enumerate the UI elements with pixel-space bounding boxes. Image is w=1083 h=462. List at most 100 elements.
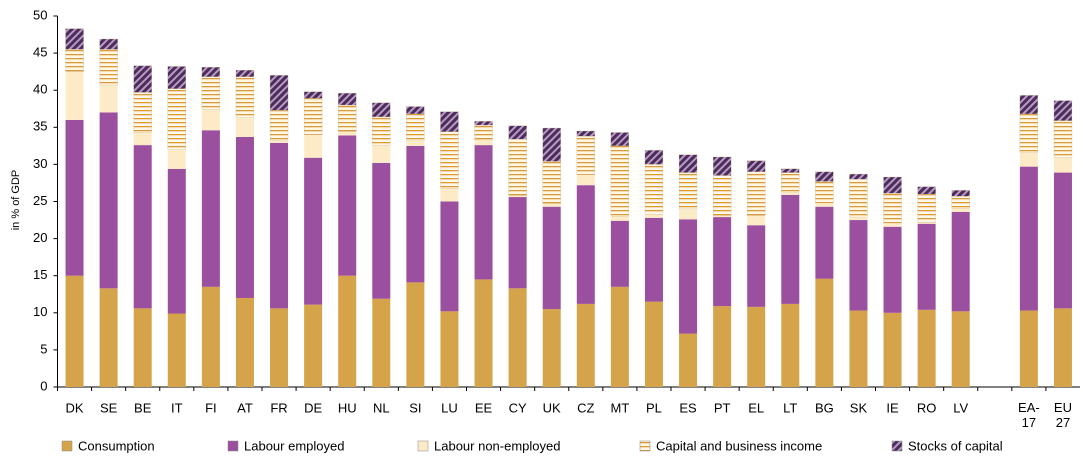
bar-segment bbox=[406, 145, 425, 283]
bar-segment bbox=[1053, 157, 1072, 173]
bar-segment bbox=[917, 222, 936, 224]
bar-segment bbox=[951, 208, 970, 212]
x-tick-label: SI bbox=[409, 400, 421, 415]
bar-segment bbox=[406, 282, 425, 387]
bar-segment bbox=[270, 142, 289, 309]
bar-segment bbox=[576, 136, 595, 175]
bar-segment bbox=[542, 206, 561, 310]
bar-segment bbox=[747, 215, 766, 226]
bar-segment bbox=[133, 308, 152, 387]
legend-swatch bbox=[417, 440, 429, 452]
bar-segment bbox=[406, 113, 425, 141]
bar-segment bbox=[269, 75, 289, 111]
y-tick-label: 50 bbox=[33, 7, 47, 22]
bar-segment bbox=[133, 145, 152, 309]
bar-segment bbox=[713, 217, 732, 307]
legend-label: Labour employed bbox=[244, 438, 344, 453]
bar-segment bbox=[542, 203, 561, 207]
y-tick-label: 5 bbox=[40, 341, 47, 356]
bar-segment bbox=[270, 308, 289, 387]
x-tick-label: DK bbox=[66, 400, 84, 415]
bar-segment bbox=[610, 145, 630, 217]
bar-segment bbox=[917, 193, 936, 223]
bar-segment bbox=[201, 76, 221, 110]
bar-segment bbox=[338, 131, 357, 136]
x-tick-label: SE bbox=[100, 400, 118, 415]
bar-segment bbox=[372, 116, 391, 146]
bar-segment bbox=[235, 136, 254, 298]
bar-segment bbox=[99, 85, 118, 113]
bar-segment bbox=[338, 104, 357, 132]
bar-segment bbox=[781, 172, 800, 193]
x-tick-label: PL bbox=[646, 400, 662, 415]
bar-segment bbox=[99, 112, 118, 289]
bar-segment bbox=[849, 217, 868, 221]
bar-segment bbox=[576, 303, 595, 387]
bar-segment bbox=[338, 135, 357, 276]
legend-label: Stocks of capital bbox=[908, 438, 1003, 453]
bar-segment bbox=[440, 111, 459, 132]
bar-segment bbox=[1053, 120, 1073, 158]
bar-segment bbox=[678, 154, 698, 173]
bar-segment bbox=[474, 145, 493, 280]
bar-segment bbox=[781, 303, 800, 387]
x-tick-label: NL bbox=[373, 400, 390, 415]
bar-segment bbox=[508, 139, 527, 196]
bar-segment bbox=[372, 162, 391, 299]
bar-segment bbox=[474, 124, 493, 141]
bar-segment bbox=[406, 140, 425, 146]
bar-segment bbox=[781, 194, 800, 304]
x-tick-label: EE bbox=[475, 400, 493, 415]
bar-segment bbox=[372, 145, 391, 163]
bar-segment bbox=[644, 214, 663, 218]
bar-segment bbox=[508, 125, 527, 140]
bar-segment bbox=[133, 65, 152, 93]
bar-segment bbox=[133, 92, 152, 133]
x-tick-label: RO bbox=[917, 400, 937, 415]
bar-segment bbox=[372, 298, 391, 387]
bar-segment bbox=[235, 76, 255, 118]
bar-segment bbox=[610, 132, 630, 147]
x-tick-label: EA-17 bbox=[1018, 400, 1040, 430]
bar-segment bbox=[679, 219, 698, 334]
bar-segment bbox=[474, 121, 493, 126]
bar-segment bbox=[849, 173, 868, 180]
bar-segment bbox=[474, 139, 493, 146]
x-tick-label: LU bbox=[441, 400, 458, 415]
x-tick-label: LT bbox=[783, 400, 797, 415]
bar-segment bbox=[167, 66, 186, 89]
bar-segment bbox=[269, 110, 289, 141]
legend-swatch bbox=[61, 440, 73, 452]
bar-segment bbox=[576, 130, 595, 137]
x-tick-label: IT bbox=[171, 400, 183, 415]
x-tick-label: BG bbox=[815, 400, 834, 415]
y-tick-label: 45 bbox=[33, 45, 47, 60]
bar-segment bbox=[951, 196, 970, 209]
x-tick-label: CY bbox=[509, 400, 527, 415]
bar-segment bbox=[201, 67, 221, 77]
bar-segment bbox=[815, 278, 834, 387]
bar-segment bbox=[99, 49, 118, 86]
y-tick-label: 15 bbox=[33, 267, 47, 282]
bar-segment bbox=[781, 168, 800, 173]
bar-segment bbox=[270, 140, 289, 143]
bar-segment bbox=[440, 201, 459, 312]
bar-segment bbox=[713, 215, 732, 218]
x-tick-label: EU 27 bbox=[1054, 400, 1072, 430]
bar-segment bbox=[883, 193, 902, 224]
x-tick-label: SK bbox=[850, 400, 868, 415]
bar-segment bbox=[235, 117, 254, 137]
bar-segment bbox=[747, 225, 766, 307]
y-tick-label: 25 bbox=[33, 193, 47, 208]
bar-segment bbox=[65, 119, 84, 276]
x-tick-label: UK bbox=[543, 400, 561, 415]
bar-segment bbox=[951, 190, 970, 197]
bar-segment bbox=[951, 311, 970, 387]
bar-segment bbox=[167, 168, 186, 314]
bar-segment bbox=[951, 211, 970, 312]
bar-segment bbox=[849, 179, 868, 218]
bar-segment bbox=[815, 202, 834, 207]
bar-segment bbox=[1019, 166, 1038, 311]
y-tick-label: 20 bbox=[33, 230, 47, 245]
bar-segment bbox=[201, 109, 220, 131]
